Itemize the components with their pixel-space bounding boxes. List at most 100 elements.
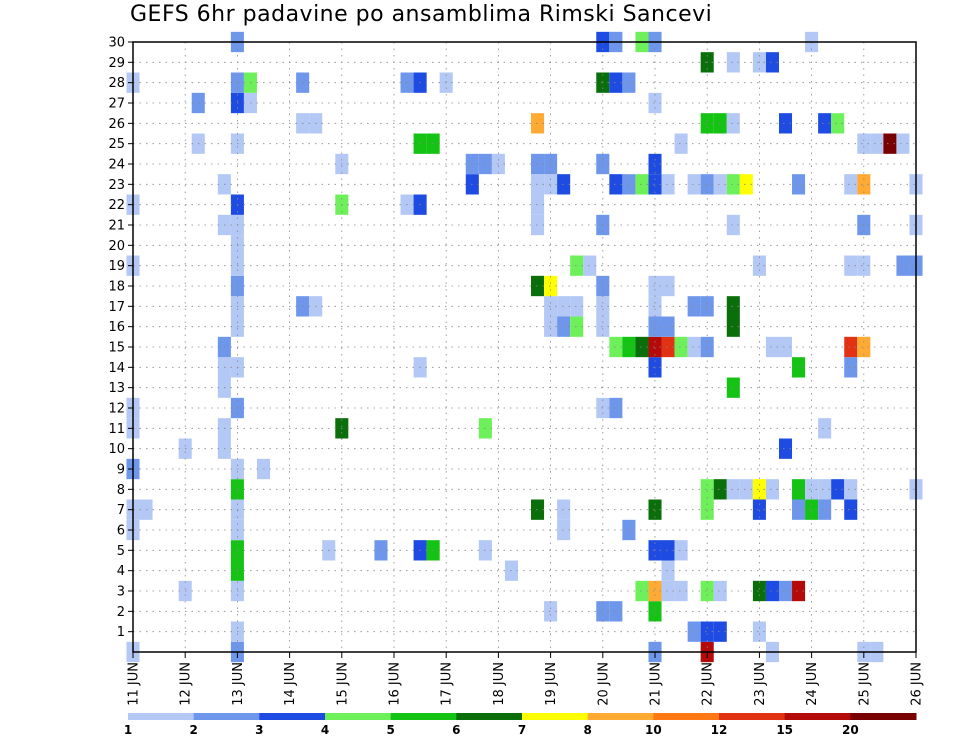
colorbar-label: 15 [776, 723, 793, 737]
y-tick-label: 15 [108, 341, 125, 356]
heatmap-cell [557, 316, 571, 337]
x-tick-label: 21 JUN [649, 662, 664, 706]
y-tick-label: 14 [108, 361, 125, 376]
heatmap-cell [661, 316, 675, 337]
x-tick-label: 26 JUN [910, 662, 925, 706]
heatmap-cell [792, 174, 806, 195]
y-tick-label: 29 [108, 56, 125, 71]
y-tick-label: 8 [117, 483, 125, 498]
heatmap-cell [635, 174, 649, 195]
heatmap-cell [687, 336, 701, 358]
colorbar-label: 7 [518, 723, 526, 737]
heatmap-cell [778, 438, 793, 459]
heatmap-cell [713, 113, 727, 134]
y-tick-label: 17 [108, 300, 125, 315]
y-tick-label: 11 [108, 422, 125, 437]
heatmap-cell [648, 601, 662, 622]
heatmap-cell [778, 336, 793, 358]
colorbar-swatch [193, 713, 260, 720]
heatmap-cell [726, 316, 740, 337]
y-tick-label: 21 [108, 219, 125, 234]
heatmap-cell [557, 296, 571, 317]
heatmap-cell [674, 133, 688, 154]
heatmap-cell [726, 377, 740, 398]
heatmap-cell [635, 580, 649, 602]
heatmap-cell [844, 336, 858, 358]
y-tick-label: 10 [108, 442, 125, 457]
heatmap-cell [648, 92, 662, 114]
heatmap-cell [700, 113, 714, 134]
y-tick-label: 12 [108, 402, 125, 417]
heatmap-cell [674, 540, 688, 561]
heatmap-cell [700, 580, 714, 602]
heatmap-cell [857, 174, 871, 195]
heatmap-cell [818, 499, 832, 520]
heatmap-cell [661, 174, 675, 195]
y-tick-label: 27 [108, 97, 125, 112]
x-tick-label: 16 JUN [388, 662, 403, 706]
colorbar-swatch [719, 713, 786, 720]
heatmap-cell [726, 113, 740, 134]
heatmap-cell [674, 580, 688, 602]
heatmap-cell [831, 479, 845, 500]
heatmap-cell [700, 296, 714, 317]
chart-title: GEFS 6hr padavine po ansamblima Rimski S… [130, 2, 713, 27]
heatmap-cell [622, 519, 636, 541]
heatmap-cell [661, 336, 675, 358]
heatmap-cell [896, 133, 910, 154]
heatmap-cell [648, 275, 662, 297]
heatmap-cell [844, 499, 858, 520]
heatmap-cell [700, 174, 714, 195]
heatmap-cell [844, 174, 858, 195]
heatmap-cell [531, 275, 545, 297]
heatmap-cell [844, 479, 858, 500]
heatmap-cell [844, 255, 858, 276]
y-tick-label: 25 [108, 137, 125, 152]
heatmap-cell [648, 336, 662, 358]
heatmap-cell [661, 560, 675, 581]
colorbar-label: 5 [386, 723, 394, 737]
y-tick-label: 26 [108, 117, 125, 132]
heatmap-cell [609, 397, 623, 419]
x-tick-label: 20 JUN [596, 662, 611, 706]
heatmap-cell [661, 540, 675, 561]
heatmap-cell [896, 255, 910, 276]
heatmap-cell [557, 519, 571, 541]
y-axis-ticks: 1234567891011121314151617181920212223242… [108, 36, 133, 640]
heatmap-cell [713, 174, 727, 195]
x-tick-label: 23 JUN [753, 662, 768, 706]
y-tick-label: 16 [108, 320, 125, 335]
heatmap-cell [661, 275, 675, 297]
heatmap-cell [792, 580, 806, 602]
grid-lines [133, 41, 916, 652]
heatmap-cell [622, 174, 636, 195]
x-tick-label: 13 JUN [231, 662, 246, 706]
heatmap-cell [531, 174, 545, 195]
colorbar-swatch [259, 713, 326, 720]
heatmap-cell [648, 499, 662, 520]
heatmap-cell [648, 296, 662, 317]
heatmap-cell [596, 296, 610, 317]
heatmap-cell [726, 296, 740, 317]
heatmap-cell [622, 72, 636, 93]
heatmap-cell [596, 316, 610, 337]
heatmap-cell [687, 174, 701, 195]
heatmap-cell [752, 580, 766, 602]
colorbar-label: 12 [711, 723, 728, 737]
heatmap-cell [570, 316, 584, 337]
heatmap-cell [792, 479, 806, 500]
heatmap-cell [778, 580, 793, 602]
x-tick-label: 14 JUN [283, 662, 298, 706]
heatmap-cell [570, 296, 584, 317]
heatmap-cell [544, 296, 558, 317]
heatmap-cell [609, 174, 623, 195]
heatmap-cell [726, 52, 740, 73]
colorbar-swatch [850, 713, 917, 720]
heatmap-cell [700, 621, 714, 642]
heatmap-cell [596, 601, 610, 622]
colorbar-legend: 1 2 3 4 5 6 7 8 10 12 15 20 [124, 713, 917, 737]
y-tick-label: 30 [108, 36, 125, 51]
heatmap-cell [765, 479, 779, 500]
heatmap-cell [648, 174, 662, 195]
y-tick-label: 3 [117, 585, 125, 600]
